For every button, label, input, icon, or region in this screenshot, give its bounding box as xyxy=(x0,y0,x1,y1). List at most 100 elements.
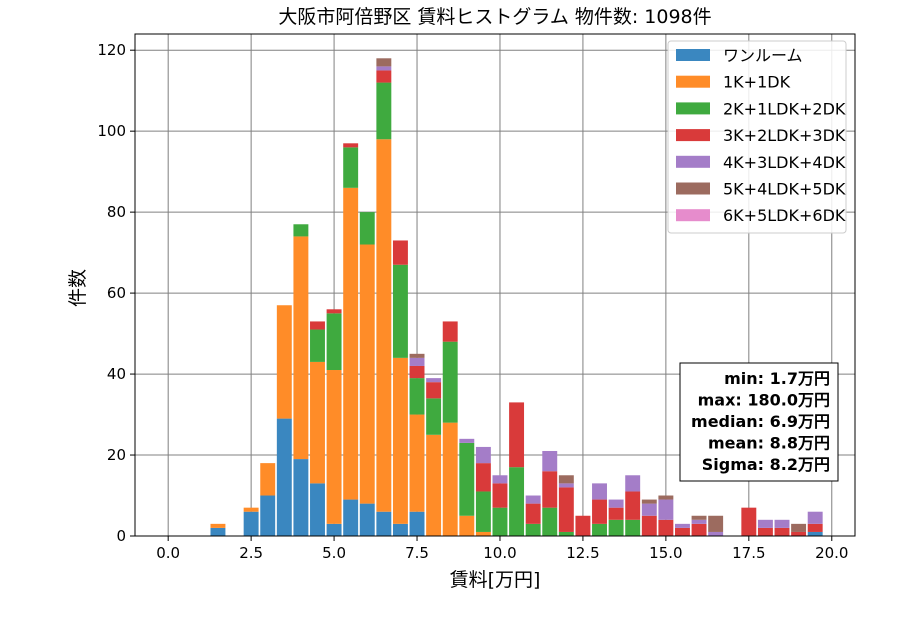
bar-segment-series-3 xyxy=(575,515,591,536)
bar-segment-series-1 xyxy=(310,361,325,484)
legend-swatch xyxy=(676,49,710,61)
bar-segment-series-0 xyxy=(243,511,259,536)
bar-segment-series-2 xyxy=(558,531,574,536)
plot-area-frame xyxy=(134,33,856,537)
bar-segment-series-2 xyxy=(310,329,325,362)
bar-segment-series-0 xyxy=(359,503,375,536)
bar-segment-series-3 xyxy=(542,471,558,508)
bar-segment-series-5 xyxy=(691,515,707,520)
bar-segment-series-4 xyxy=(691,519,707,524)
x-tick-label: 20.0 xyxy=(815,544,848,562)
bar-segment-series-2 xyxy=(409,378,425,415)
bar-segment-series-1 xyxy=(376,139,392,512)
bar-segment-series-2 xyxy=(293,224,309,237)
bar-segment-series-3 xyxy=(592,499,607,524)
bar-segment-series-3 xyxy=(741,507,757,536)
bar-segment-series-3 xyxy=(509,402,525,468)
bar-segment-series-2 xyxy=(492,507,508,536)
bar-segment-series-4 xyxy=(675,523,690,528)
y-tick-label: 100 xyxy=(97,122,126,140)
y-tick-label: 20 xyxy=(107,446,126,464)
bar-segment-series-3 xyxy=(608,507,624,520)
bar-segment-series-2 xyxy=(525,523,541,536)
bar-segment-series-2 xyxy=(392,264,408,358)
legend-label: 5K+4LDK+5DK xyxy=(723,180,846,199)
bar-segment-series-3 xyxy=(326,309,342,314)
bar-segment-series-0 xyxy=(392,523,408,536)
y-tick-label: 0 xyxy=(116,527,126,545)
bar-segment-series-3 xyxy=(791,531,807,536)
bar-segment-series-0 xyxy=(293,459,309,536)
bar-segment-series-3 xyxy=(558,487,574,532)
stats-box: min: 1.7万円 max: 180.0万円 median: 6.9万円 mean:… xyxy=(679,362,839,482)
legend-swatch xyxy=(676,182,710,195)
bar-segment-series-2 xyxy=(475,491,491,532)
bar-segment-series-1 xyxy=(475,531,491,536)
stats-line: max: 180.0万円 xyxy=(698,391,830,410)
bar-segment-series-4 xyxy=(426,378,442,383)
bar-segment-series-1 xyxy=(276,305,292,419)
bar-segment-series-2 xyxy=(459,442,475,516)
bar-segment-series-2 xyxy=(426,398,442,435)
bar-segment-series-1 xyxy=(260,463,276,496)
bar-segment-series-4 xyxy=(641,503,657,516)
legend-swatch xyxy=(676,102,710,115)
bar-segment-series-3 xyxy=(641,515,657,536)
bar-segment-series-0 xyxy=(210,527,226,536)
bar-segment-series-4 xyxy=(708,531,724,536)
bar-segment-series-5 xyxy=(708,515,724,532)
x-tick-label: 17.5 xyxy=(732,544,765,562)
bar-segment-series-2 xyxy=(343,147,359,188)
legend-box xyxy=(667,40,847,234)
bars xyxy=(210,58,823,536)
y-tick-label: 60 xyxy=(107,284,126,302)
bar-segment-series-1 xyxy=(343,187,359,500)
bar-segment-series-1 xyxy=(293,236,309,460)
legend-swatch xyxy=(676,155,710,168)
bar-segment-series-4 xyxy=(525,495,541,504)
bar-segment-series-0 xyxy=(376,511,392,536)
x-tick-label: 15.0 xyxy=(649,544,682,562)
legend-label: 3K+2LDK+3DK xyxy=(723,126,846,145)
bar-segment-series-4 xyxy=(376,66,392,71)
bar-segment-series-4 xyxy=(409,357,425,366)
bar-segment-series-3 xyxy=(376,70,392,83)
y-tick-label: 120 xyxy=(97,41,126,59)
bar-segment-series-1 xyxy=(210,523,226,528)
bar-segment-series-4 xyxy=(459,438,475,443)
legend: ワンルーム 1K+1DK 2K+1LDK+2DK 3K+2LDK+3DK 4K+3LDK… xyxy=(667,40,847,234)
bar-segment-series-2 xyxy=(542,507,558,536)
bar-segment-series-2 xyxy=(625,519,641,536)
bar-segment-series-0 xyxy=(310,483,325,536)
bar-segment-series-1 xyxy=(243,507,259,512)
stats-line: mean: 8.8万円 xyxy=(708,434,830,453)
bar-segment-series-3 xyxy=(310,321,325,330)
bar-segment-series-1 xyxy=(459,515,475,536)
bar-segment-series-4 xyxy=(625,475,641,492)
legend-swatch xyxy=(676,75,710,88)
legend-swatch xyxy=(676,209,710,222)
bar-segment-series-3 xyxy=(774,527,790,536)
bar-segment-series-0 xyxy=(276,418,292,536)
x-tick-label: 0.0 xyxy=(156,544,180,562)
x-tick-label: 12.5 xyxy=(566,544,599,562)
bar-segment-series-2 xyxy=(359,212,375,245)
bar-segment-series-3 xyxy=(343,143,359,148)
bar-segment-series-4 xyxy=(492,475,508,484)
bar-segment-series-3 xyxy=(691,523,707,536)
bar-segment-series-0 xyxy=(260,495,276,536)
bar-segment-series-0 xyxy=(409,511,425,536)
bar-segment-series-0 xyxy=(807,531,823,536)
bar-segment-series-3 xyxy=(525,503,541,524)
bar-segment-series-4 xyxy=(558,483,574,488)
bar-segment-series-2 xyxy=(442,341,458,423)
bar-segment-series-4 xyxy=(807,511,823,524)
bar-segment-series-3 xyxy=(492,483,508,508)
bar-segment-series-3 xyxy=(442,321,458,342)
bar-segment-series-4 xyxy=(475,446,491,464)
bar-segment-series-1 xyxy=(326,370,342,524)
stats-line: Sigma: 8.2万円 xyxy=(702,455,830,474)
bar-segment-series-4 xyxy=(542,450,558,472)
stats-line: min: 1.7万円 xyxy=(724,369,830,388)
